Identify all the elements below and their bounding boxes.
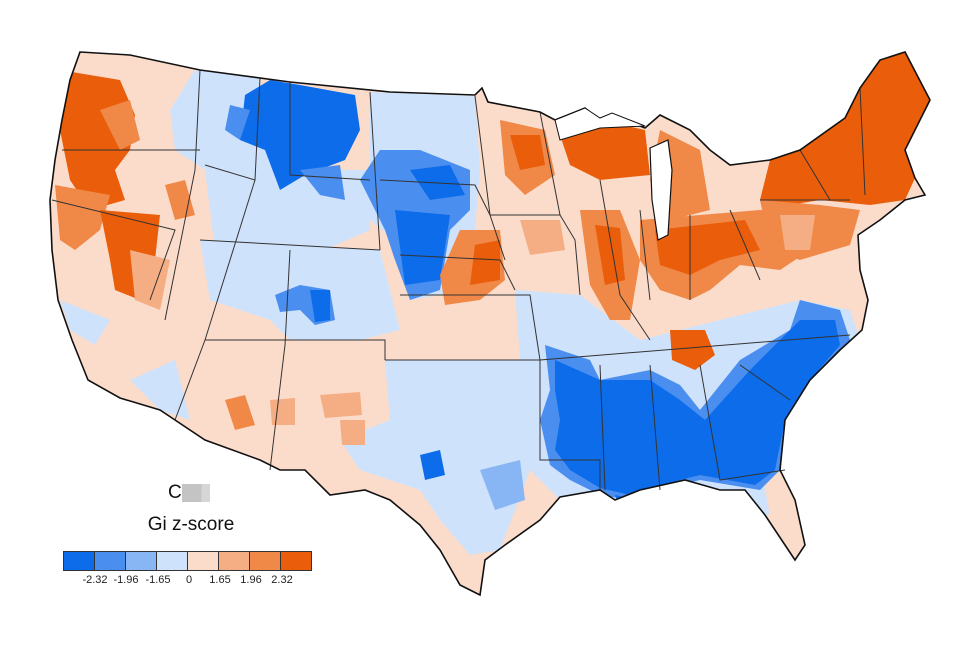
legend-tick: -2.32 xyxy=(82,574,108,586)
legend-tick: 2.32 xyxy=(271,574,293,586)
legend-tick: 0 xyxy=(185,574,193,586)
legend-swatch xyxy=(219,552,250,570)
legend-tick: -1.65 xyxy=(145,574,171,586)
legend-color-bar xyxy=(63,551,312,571)
lake-michigan xyxy=(649,139,673,241)
legend-swatch xyxy=(250,552,281,570)
legend-title: C xyxy=(168,482,182,503)
legend-swatch xyxy=(157,552,188,570)
legend-ticks: -2.32 -1.96 -1.65 0 1.65 1.96 2.32 xyxy=(60,574,322,588)
lake-superior xyxy=(554,107,646,141)
legend-swatch xyxy=(281,552,311,570)
legend-swatch xyxy=(95,552,126,570)
state-borders xyxy=(51,69,866,491)
legend-swatch xyxy=(126,552,157,570)
legend-swatch xyxy=(64,552,95,570)
legend-swatch xyxy=(188,552,219,570)
legend-tick: 1.96 xyxy=(240,574,262,586)
redacted-text-block xyxy=(182,484,210,502)
legend-tick: -1.96 xyxy=(113,574,139,586)
legend-subtitle: Gi z-score xyxy=(147,514,235,535)
legend-tick: 1.65 xyxy=(209,574,231,586)
